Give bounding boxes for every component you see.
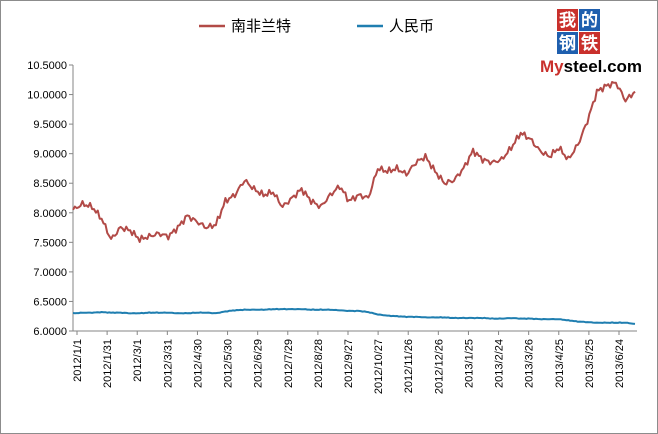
y-tick-label: 10.0000 xyxy=(27,90,67,102)
x-tick-label: 2012/1/31 xyxy=(102,339,114,388)
y-tick-label: 6.5000 xyxy=(33,296,67,308)
x-tick-label: 2012/6/29 xyxy=(253,339,265,388)
y-tick-label: 8.0000 xyxy=(33,208,67,220)
x-tick-label: 2012/5/30 xyxy=(223,339,235,388)
x-tick-label: 2012/11/26 xyxy=(403,339,415,393)
y-tick-label: 6.0000 xyxy=(33,326,67,338)
logo-char-3: 钢 xyxy=(559,33,576,54)
logo-char-4: 铁 xyxy=(581,33,598,54)
series-line-0 xyxy=(72,81,636,243)
x-tick-label: 2013/4/25 xyxy=(554,339,566,388)
x-tick-label: 2012/3/1 xyxy=(132,339,144,382)
logo-char-2: 的 xyxy=(581,10,598,31)
mysteel-logo: 我 的 钢 铁 Mysteel.com xyxy=(540,9,642,76)
legend-label-0: 南非兰特 xyxy=(231,17,291,35)
x-tick-label: 2012/3/31 xyxy=(162,339,174,388)
y-tick-label: 7.0000 xyxy=(33,267,67,279)
x-tick-labels: 2012/1/1 2012/1/31 2012/3/1 2012/3/31 2012/4… xyxy=(72,339,626,394)
logo-char-box-1 xyxy=(557,9,578,31)
logo-char-box-4 xyxy=(579,32,600,54)
x-tick-label: 2013/5/25 xyxy=(584,339,596,388)
series-lines xyxy=(72,81,636,325)
y-tick-label: 9.0000 xyxy=(33,149,67,161)
logo-wordmark-rest: steel.com xyxy=(564,57,642,76)
logo-char-box-2 xyxy=(579,9,600,31)
x-tick-label: 2013/1/25 xyxy=(463,339,475,388)
logo-wordmark: Mysteel.com xyxy=(540,57,642,76)
series-line-1 xyxy=(72,307,636,325)
logo-char-1: 我 xyxy=(559,11,576,31)
y-tick-label: 7.5000 xyxy=(33,237,67,249)
x-tick-label: 2012/1/1 xyxy=(72,339,84,382)
logo-char-box-3 xyxy=(557,32,578,54)
x-tick-label: 2012/12/26 xyxy=(433,339,445,394)
logo-wordmark-my: My xyxy=(540,57,564,76)
x-tick-label: 2013/2/24 xyxy=(494,339,506,388)
y-tick-labels: 6.0000 6.5000 7.0000 7.5000 8.0000 8.5000 9.00… xyxy=(27,60,67,338)
legend: 南非兰特 人民币 xyxy=(199,17,434,35)
x-tick-label: 2012/4/30 xyxy=(192,339,204,388)
x-tick-label: 2012/8/28 xyxy=(313,339,325,388)
axes xyxy=(69,64,637,335)
x-tick-label: 2012/9/27 xyxy=(343,339,355,388)
y-tick-label: 9.5000 xyxy=(33,119,67,131)
y-tick-label: 8.5000 xyxy=(33,178,67,190)
legend-label-1: 人民币 xyxy=(389,17,434,35)
y-tick-label: 10.5000 xyxy=(27,60,67,72)
x-tick-label: 2013/6/24 xyxy=(614,339,626,388)
x-tick-label: 2012/7/29 xyxy=(283,339,295,388)
x-tick-label: 2012/10/27 xyxy=(373,339,385,394)
x-tick-label: 2013/3/26 xyxy=(524,339,536,388)
